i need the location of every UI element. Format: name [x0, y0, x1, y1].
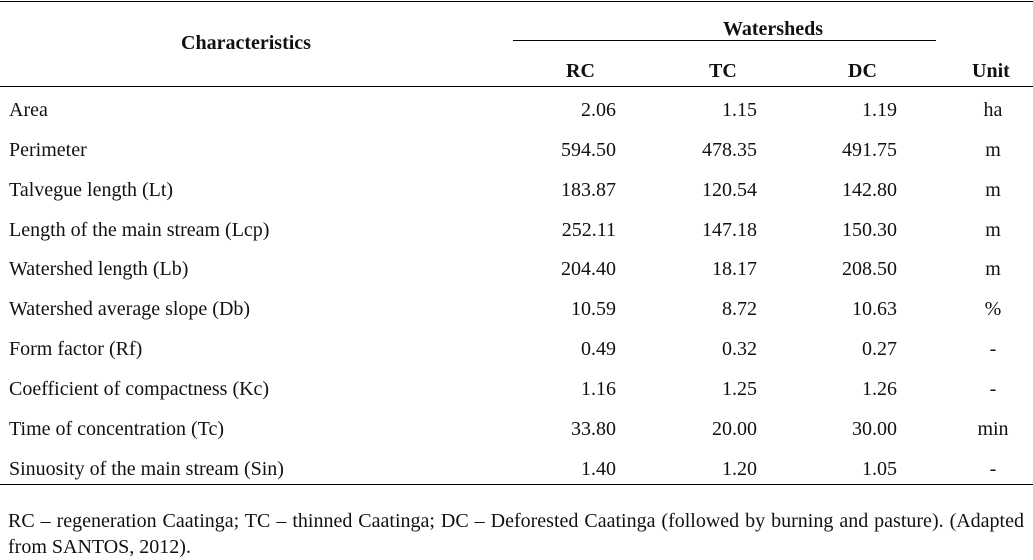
unit-value: min — [977, 418, 1009, 440]
row-label: Area — [9, 99, 48, 121]
rc-value: 183.87 — [561, 179, 616, 201]
dc-value: 208.50 — [842, 258, 897, 280]
rc-value: 10.59 — [571, 298, 616, 320]
row-label: Coefficient of compactness (Kc) — [9, 378, 270, 400]
rc-column-header: RC — [566, 60, 595, 82]
table-row: Sinuosity of the main stream (Sin) 1.40 1.… — [0, 457, 1033, 497]
watersheds-group-header: Watersheds — [723, 18, 823, 40]
tc-value: 0.32 — [722, 338, 757, 360]
table-row: Watershed length (Lb) 204.40 18.17 208.50 m — [0, 257, 1033, 297]
unit-value: m — [985, 139, 1001, 161]
tc-column-header: TC — [709, 60, 737, 82]
unit-value: m — [985, 258, 1001, 280]
unit-value: ha — [983, 99, 1003, 121]
dc-value: 0.27 — [862, 338, 897, 360]
table-row: Form factor (Rf) 0.49 0.32 0.27 - — [0, 337, 1033, 377]
rc-value: 594.50 — [561, 139, 616, 161]
table-row: Perimeter 594.50 478.35 491.75 m — [0, 138, 1033, 178]
tc-value: 478.35 — [702, 139, 757, 161]
table-row: Length of the main stream (Lcp) 252.11 147… — [0, 218, 1033, 258]
tc-value: 1.25 — [722, 378, 757, 400]
table-top-rule — [0, 1, 1033, 2]
characteristics-header: Characteristics — [181, 32, 311, 54]
unit-value: - — [989, 458, 997, 480]
row-label: Talvegue length (Lt) — [9, 179, 174, 201]
rc-value: 252.11 — [561, 219, 616, 241]
table-row: Talvegue length (Lt) 183.87 120.54 142.80 m — [0, 178, 1033, 218]
tc-value: 1.15 — [722, 99, 757, 121]
rc-value: 2.06 — [581, 99, 616, 121]
watersheds-span-rule — [513, 40, 936, 41]
row-label: Watershed length (Lb) — [9, 258, 189, 280]
tc-value: 18.17 — [712, 258, 757, 280]
dc-value: 30.00 — [852, 418, 897, 440]
table-row: Area 2.06 1.15 1.19 ha — [0, 98, 1033, 138]
row-label: Length of the main stream (Lcp) — [9, 219, 270, 241]
table-row: Time of concentration (Tc) 33.80 20.00 30.0… — [0, 417, 1033, 457]
dc-value: 1.26 — [862, 378, 897, 400]
unit-value: m — [985, 179, 1001, 201]
row-label: Sinuosity of the main stream (Sin) — [9, 458, 284, 480]
dc-column-header: DC — [848, 60, 877, 82]
rc-value: 1.16 — [581, 378, 616, 400]
row-label: Form factor (Rf) — [9, 338, 143, 360]
row-label: Perimeter — [9, 139, 87, 161]
dc-value: 142.80 — [842, 179, 897, 201]
row-label: Watershed average slope (Db) — [9, 298, 251, 320]
tc-value: 8.72 — [722, 298, 757, 320]
unit-value: - — [989, 338, 997, 360]
tc-value: 120.54 — [702, 179, 757, 201]
dc-value: 491.75 — [842, 139, 897, 161]
table-row: Watershed average slope (Db) 10.59 8.72 10.… — [0, 297, 1033, 337]
rc-value: 204.40 — [561, 258, 616, 280]
dc-value: 1.05 — [862, 458, 897, 480]
rc-value: 0.49 — [581, 338, 616, 360]
tc-value: 20.00 — [712, 418, 757, 440]
dc-value: 10.63 — [852, 298, 897, 320]
rc-value: 1.40 — [581, 458, 616, 480]
row-label: Time of concentration (Tc) — [9, 418, 225, 440]
rc-value: 33.80 — [571, 418, 616, 440]
table-row: Coefficient of compactness (Kc) 1.16 1.25 1… — [0, 377, 1033, 417]
dc-value: 1.19 — [862, 99, 897, 121]
table-footnote: RC – regeneration Caatinga; TC – thinned… — [8, 510, 1024, 558]
unit-value: - — [989, 378, 997, 400]
dc-value: 150.30 — [842, 219, 897, 241]
tc-value: 147.18 — [702, 219, 757, 241]
header-bottom-rule — [0, 86, 1033, 87]
tc-value: 1.20 — [722, 458, 757, 480]
unit-column-header: Unit — [972, 60, 1010, 82]
unit-value: m — [985, 219, 1001, 241]
table-bottom-rule — [0, 484, 1033, 485]
unit-value: % — [984, 298, 1002, 320]
